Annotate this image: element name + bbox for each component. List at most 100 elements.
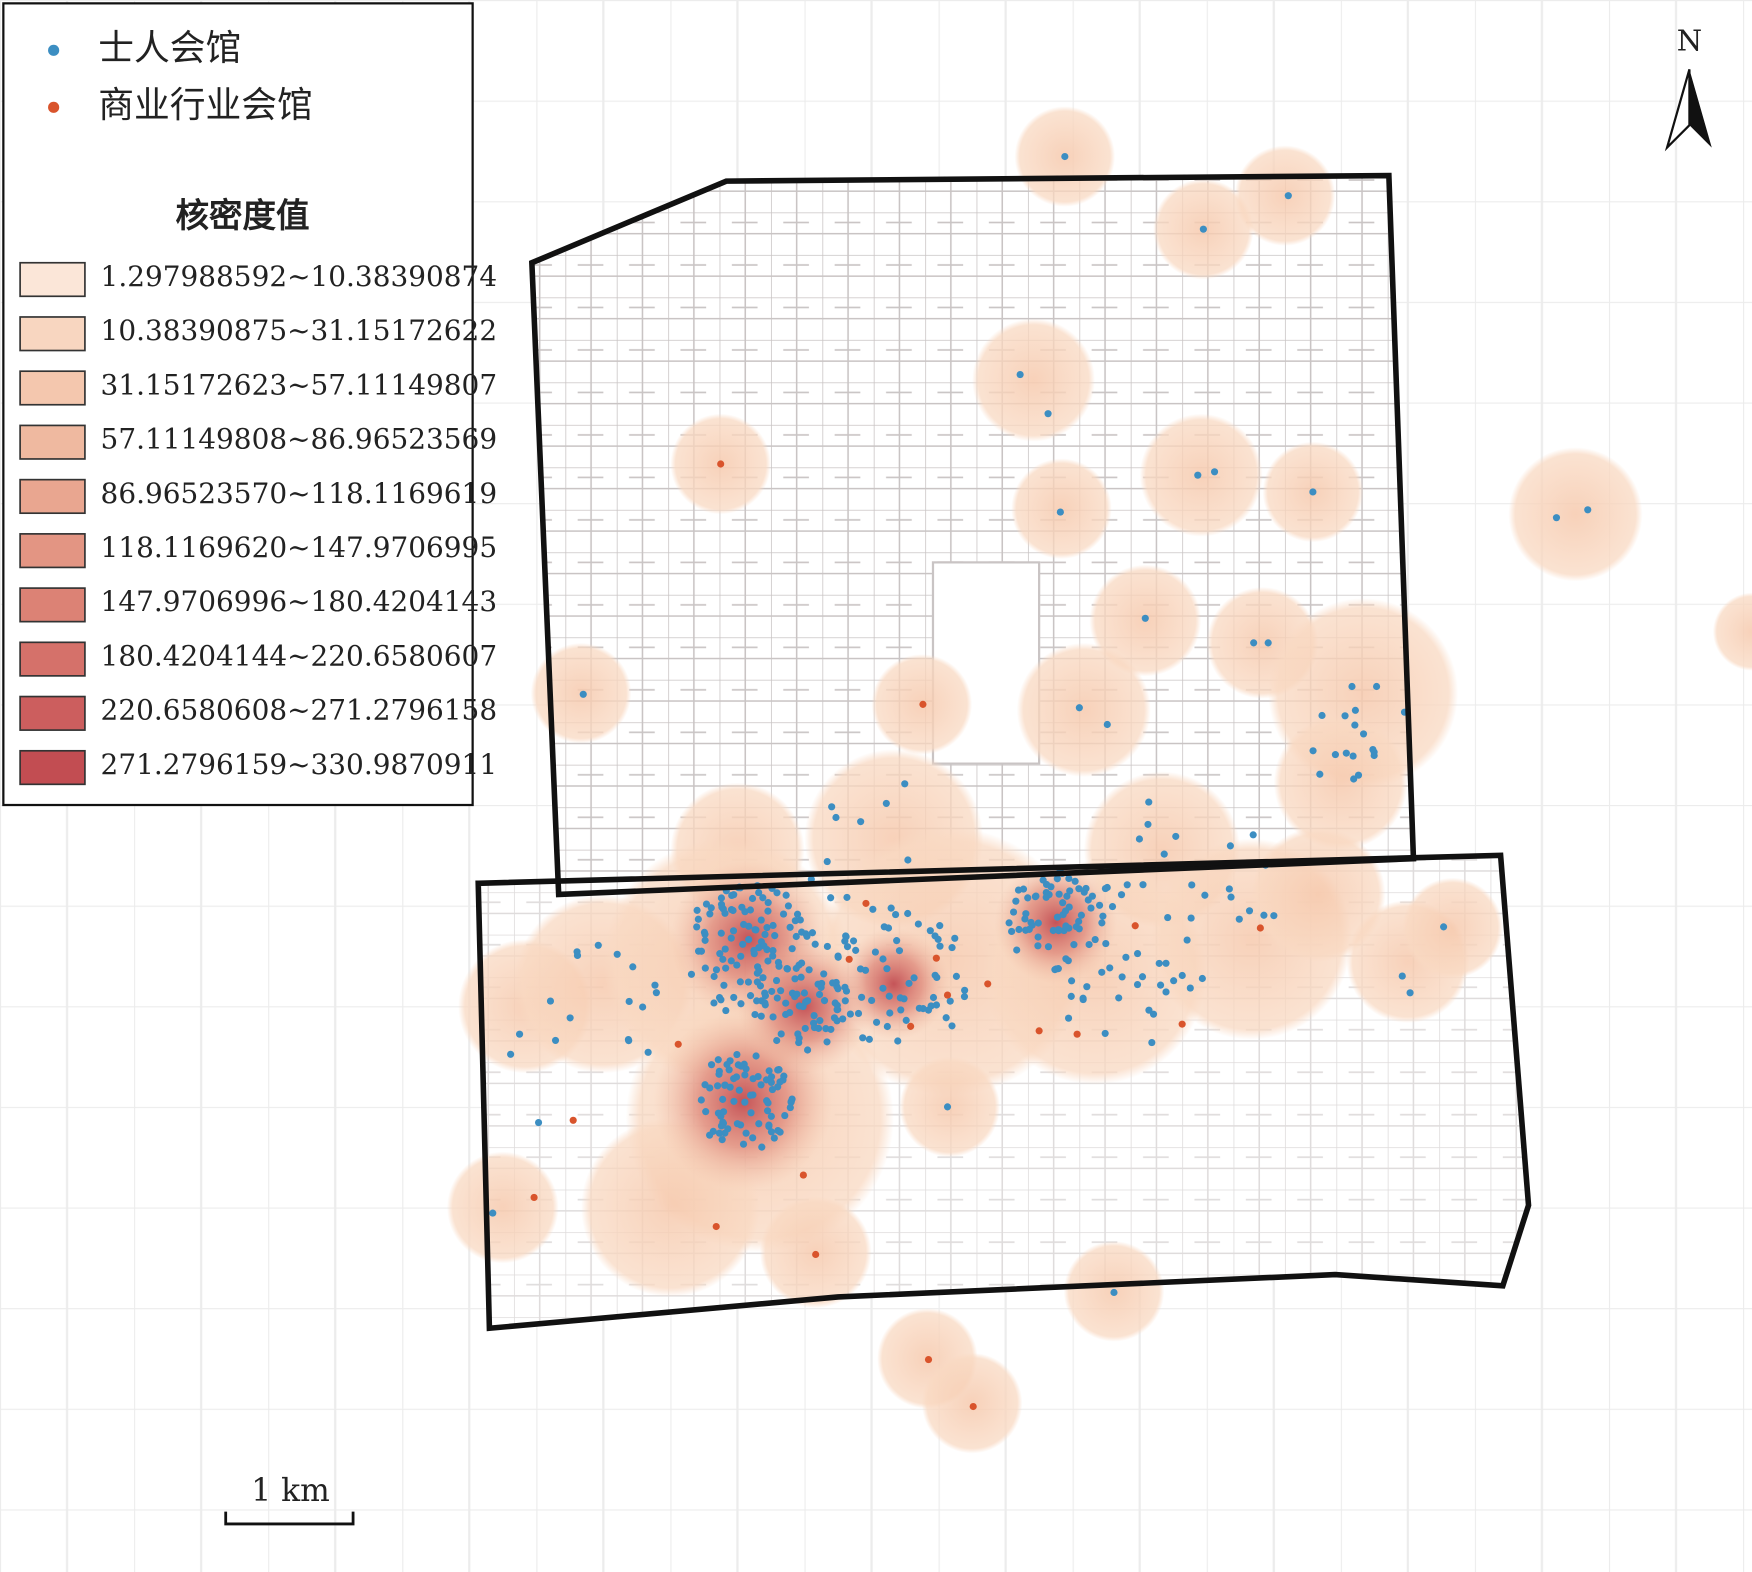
shiren-huiguan-point [834, 953, 842, 961]
shanghui-point [862, 899, 870, 907]
shiren-huiguan-point [725, 1066, 733, 1074]
shiren-huiguan-point [551, 1036, 560, 1044]
shiren-huiguan-point [879, 955, 887, 963]
shiren-huiguan-point [1369, 745, 1377, 754]
shiren-huiguan-point [1063, 892, 1071, 900]
shanghui-point [799, 1171, 807, 1179]
shiren-huiguan-point [882, 799, 890, 807]
shiren-huiguan-point [1178, 971, 1186, 980]
shiren-huiguan-point [1260, 911, 1268, 919]
shiren-huiguan-point [1075, 885, 1083, 893]
shiren-huiguan-point [1021, 915, 1029, 923]
shiren-huiguan-point [901, 780, 909, 788]
shiren-huiguan-point [768, 987, 776, 995]
shiren-huiguan-point [914, 920, 922, 928]
shiren-huiguan-point [761, 930, 769, 939]
shiren-huiguan-point [1077, 911, 1085, 919]
shiren-huiguan-point [793, 990, 801, 998]
shiren-huiguan-point [822, 1025, 830, 1033]
shiren-huiguan-point [1186, 984, 1194, 992]
shiren-huiguan-point [859, 1034, 867, 1042]
shiren-huiguan-point [843, 943, 852, 951]
class-swatch [19, 749, 86, 786]
shiren-huiguan-point [1071, 877, 1079, 885]
shiren-huiguan-point [1318, 711, 1326, 720]
shiren-huiguan-point [1341, 712, 1349, 720]
shiren-huiguan-point [1198, 974, 1206, 983]
shiren-huiguan-point [905, 979, 913, 987]
shiren-huiguan-point [721, 945, 729, 953]
shiren-huiguan-point [763, 1107, 772, 1115]
shiren-huiguan-point [1149, 1010, 1158, 1018]
shiren-huiguan-point [755, 889, 763, 897]
shiren-huiguan-point [1210, 468, 1219, 476]
legend-label: 士人会馆 [98, 28, 241, 69]
shiren-huiguan-point [883, 965, 891, 973]
shiren-huiguan-point [777, 987, 785, 995]
shiren-huiguan-point [797, 973, 805, 981]
shiren-huiguan-point [783, 965, 791, 973]
shiren-huiguan-point [1351, 706, 1359, 714]
shiren-huiguan-point [1013, 946, 1021, 954]
shiren-huiguan-point [715, 1129, 724, 1137]
shanghui-point [812, 1250, 820, 1259]
shiren-huiguan-point [926, 927, 934, 935]
shiren-huiguan-point [943, 1103, 952, 1111]
shiren-huiguan-point [1034, 919, 1042, 927]
shiren-huiguan-point [910, 974, 918, 982]
shiren-huiguan-point [746, 992, 755, 1000]
shiren-huiguan-point [1188, 881, 1196, 889]
shiren-huiguan-point [1270, 912, 1278, 920]
shiren-huiguan-point [842, 932, 850, 940]
shiren-huiguan-point [1406, 989, 1414, 997]
shiren-huiguan-point [720, 981, 728, 989]
shiren-huiguan-point [810, 1011, 818, 1020]
class-swatch [19, 641, 86, 677]
shiren-huiguan-point [702, 1108, 710, 1116]
shiren-huiguan-point [818, 979, 826, 988]
shiren-huiguan-point [1331, 751, 1339, 759]
shiren-huiguan-point [794, 1030, 802, 1038]
shiren-huiguan-point [735, 1086, 743, 1094]
outer-city-wall [475, 852, 1532, 1332]
shiren-huiguan-point [960, 993, 969, 1001]
class-swatch [19, 261, 86, 298]
shanghui-point [1131, 922, 1139, 930]
shiren-huiguan-point [1133, 980, 1142, 989]
shiren-huiguan-point [717, 1112, 725, 1120]
shiren-huiguan-point [839, 1015, 847, 1023]
shiren-huiguan-point [710, 972, 718, 981]
shiren-huiguan-point [714, 1056, 722, 1064]
shiren-huiguan-point [748, 894, 757, 903]
shiren-huiguan-point [1110, 1288, 1118, 1297]
shiren-huiguan-point [1139, 881, 1147, 889]
shiren-huiguan-point [1342, 749, 1350, 757]
shiren-huiguan-point [946, 997, 954, 1005]
class-label: 118.1169620~147.9706995 [101, 531, 498, 564]
shiren-huiguan-point [782, 891, 790, 899]
shiren-huiguan-point [1148, 1038, 1156, 1047]
shiren-huiguan-point [1034, 942, 1042, 950]
shiren-huiguan-point [753, 997, 761, 1005]
shiren-huiguan-point [767, 1073, 776, 1081]
shiren-huiguan-point [1095, 901, 1104, 909]
shanghui-point [530, 1193, 538, 1202]
shiren-huiguan-point [1144, 820, 1152, 828]
shiren-huiguan-point [1123, 881, 1131, 889]
shiren-huiguan-point [1249, 831, 1257, 839]
shiren-huiguan-point [933, 973, 941, 982]
shiren-huiguan-point [805, 966, 813, 974]
shiren-huiguan-point [739, 940, 747, 948]
shiren-huiguan-point [1350, 775, 1358, 783]
inner-city-wall [528, 172, 1417, 898]
class-label: 86.96523570~118.1169619 [101, 477, 498, 510]
density-blob [446, 1151, 559, 1264]
shiren-huiguan-point [753, 978, 761, 986]
shiren-huiguan-point [1031, 893, 1039, 901]
shiren-huiguan-point [820, 970, 828, 978]
shiren-huiguan-point [1225, 885, 1233, 893]
shiren-huiguan-point [1172, 832, 1180, 840]
shiren-huiguan-point [833, 1001, 841, 1009]
shiren-huiguan-point [879, 984, 887, 992]
legend-label: 商业行业会馆 [98, 85, 312, 126]
